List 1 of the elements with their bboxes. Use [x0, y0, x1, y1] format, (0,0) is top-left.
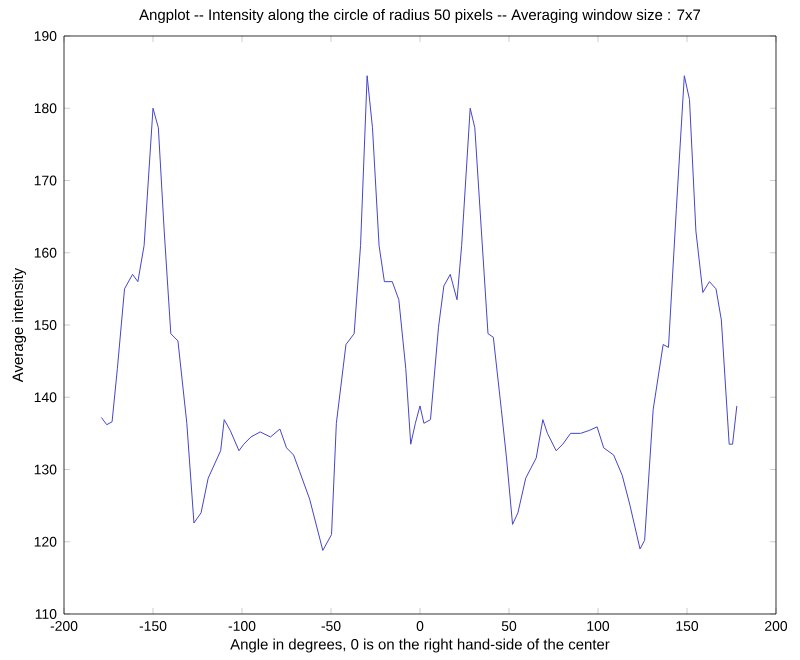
- line-series: [100, 75, 738, 552]
